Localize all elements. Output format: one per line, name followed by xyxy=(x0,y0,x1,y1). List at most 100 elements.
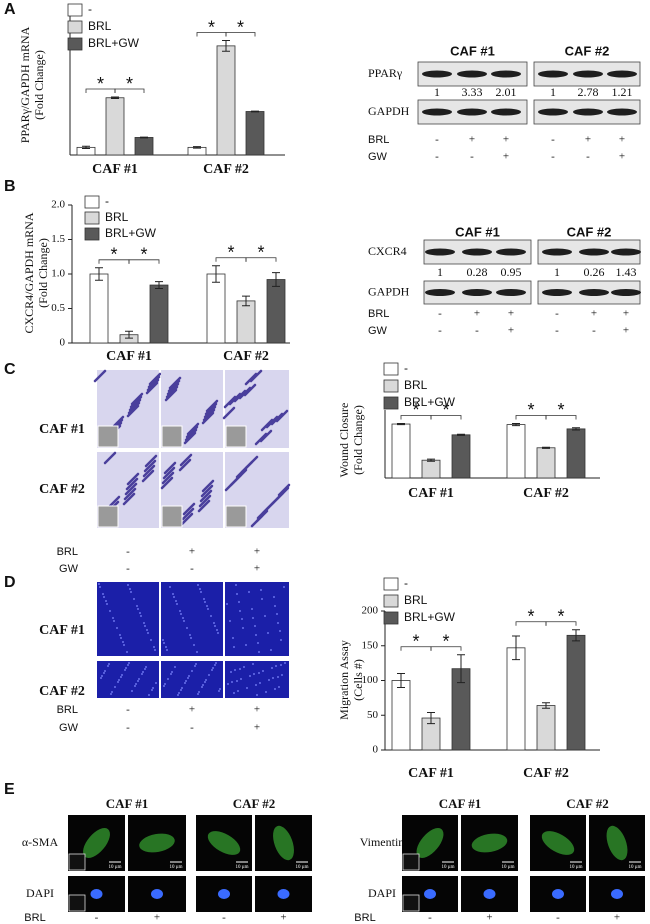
cell-shape xyxy=(141,469,155,483)
cell-shape xyxy=(259,429,273,443)
cell-dot xyxy=(107,665,109,667)
blot-band xyxy=(425,289,455,296)
treatment-mark: + xyxy=(469,134,475,146)
treatment-label: GW xyxy=(368,151,388,163)
cell-shape xyxy=(127,401,141,415)
cell-dot xyxy=(137,608,139,610)
treatment-mark: - xyxy=(190,722,194,734)
cell-dot xyxy=(265,691,267,693)
cell-dot xyxy=(204,681,206,683)
cell-dot xyxy=(148,694,150,696)
cell-dot xyxy=(153,646,155,648)
cell-dot xyxy=(190,637,192,639)
error-bar xyxy=(222,40,230,52)
blot-band xyxy=(579,248,609,256)
blot-band xyxy=(496,289,526,296)
blot-band xyxy=(422,70,452,78)
panel-label: E xyxy=(4,781,15,798)
significance-label: * xyxy=(110,245,117,265)
panel-label: C xyxy=(4,361,16,378)
treatment-mark: + xyxy=(154,912,160,924)
cell-dot xyxy=(243,666,245,668)
legend-swatch xyxy=(84,211,100,225)
inset xyxy=(68,894,86,912)
cell-dot xyxy=(180,613,182,615)
significance-label: * xyxy=(257,242,264,262)
cell-dot xyxy=(191,670,193,672)
inset xyxy=(161,425,183,448)
significance-label: * xyxy=(227,242,234,262)
panel-label: B xyxy=(4,178,16,195)
significance-label: * xyxy=(442,400,449,420)
cell-dot xyxy=(258,651,260,653)
treatment-mark: + xyxy=(189,546,195,558)
if-row-label: α-SMA xyxy=(22,835,59,849)
if-header: CAF #1 xyxy=(106,796,149,811)
cell-dot xyxy=(234,669,236,671)
blot-quantification: 0.95 xyxy=(501,265,522,279)
cell-dot xyxy=(193,644,195,646)
y-tick-label: 50 xyxy=(367,709,379,721)
treatment-mark: - xyxy=(555,325,559,337)
blot-header: CAF #2 xyxy=(565,43,610,58)
cell-shape xyxy=(184,428,198,442)
cell-dot xyxy=(126,651,128,653)
cell-dot xyxy=(187,677,189,679)
y-tick-label: 1.0 xyxy=(51,268,65,280)
cell-shape xyxy=(201,479,215,493)
cell-dot xyxy=(283,586,285,588)
cell-dot xyxy=(124,669,126,671)
error-bar xyxy=(251,110,259,113)
cell-dot xyxy=(231,681,233,683)
image-row-label: CAF #2 xyxy=(39,482,85,497)
cell-shape xyxy=(130,392,144,406)
cell-dot xyxy=(177,694,179,696)
significance-label: * xyxy=(412,632,419,652)
cell-shape xyxy=(202,408,216,422)
cell-shape xyxy=(162,466,176,480)
cell-dot xyxy=(119,634,121,636)
cell-dot xyxy=(237,690,239,692)
treatment-mark: - xyxy=(470,151,474,163)
cell-dot xyxy=(253,673,255,675)
cell-dot xyxy=(121,674,123,676)
error-bar xyxy=(457,433,465,436)
cell-dot xyxy=(137,680,139,682)
cell-dot xyxy=(189,634,191,636)
cell-dot xyxy=(257,642,259,644)
cell-dot xyxy=(219,688,221,690)
cell-dot xyxy=(264,615,266,617)
bar xyxy=(134,137,154,156)
legend-swatch xyxy=(383,594,399,608)
cell-dot xyxy=(261,598,263,600)
cell-dot xyxy=(249,675,251,677)
cell-dot xyxy=(240,678,242,680)
cell-dot xyxy=(106,603,108,605)
treatment-mark: - xyxy=(475,325,479,337)
treatment-mark: + xyxy=(623,325,629,337)
y-axis-label: (Cells #) xyxy=(351,659,365,701)
inset xyxy=(225,425,247,448)
cell-dot xyxy=(271,667,273,669)
cell-shape xyxy=(254,432,268,446)
bar xyxy=(89,273,109,344)
blot-band xyxy=(491,70,521,78)
blot-row-label: GAPDH xyxy=(368,104,410,118)
blot-quantification: 1.21 xyxy=(612,85,633,99)
blot-band xyxy=(611,289,641,296)
image-row-label: CAF #2 xyxy=(39,684,85,699)
cell-dot xyxy=(203,598,205,600)
cell-dot xyxy=(127,584,129,586)
legend-label: BRL xyxy=(105,210,129,224)
cell-shape xyxy=(93,369,107,383)
cell-dot xyxy=(255,634,257,636)
treatment-mark: + xyxy=(254,704,260,716)
y-axis-label: (Fold Change) xyxy=(36,238,50,308)
treatment-mark: - xyxy=(438,325,442,337)
bar xyxy=(149,284,169,344)
error-bar xyxy=(125,330,133,339)
blot-band xyxy=(425,248,455,256)
treatment-label: BRL xyxy=(57,546,78,558)
cell-dot xyxy=(251,608,253,610)
